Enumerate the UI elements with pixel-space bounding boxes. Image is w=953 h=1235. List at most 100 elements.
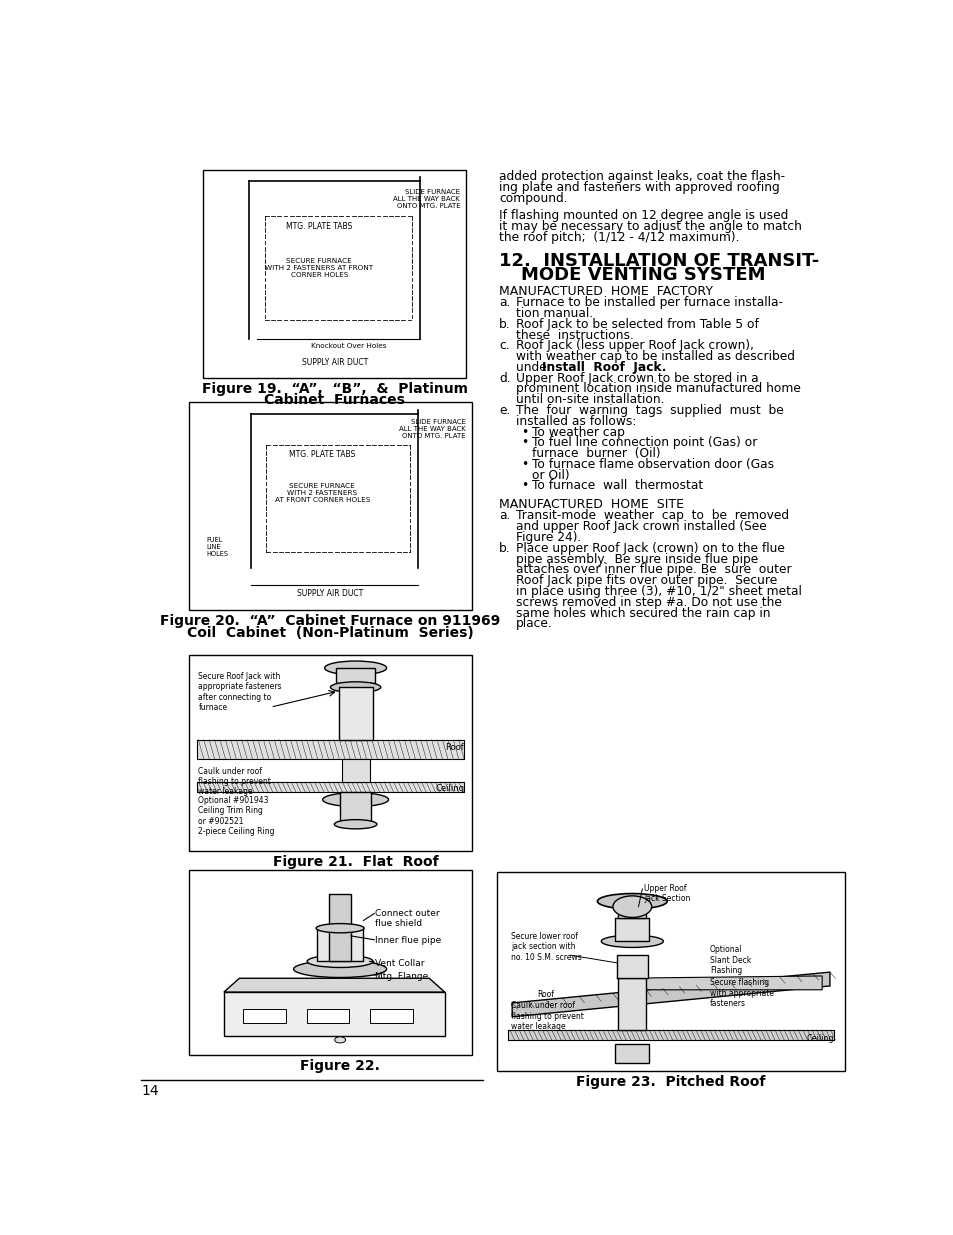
Text: furnace  burner  (Oil): furnace burner (Oil) <box>531 447 659 461</box>
Text: a.: a. <box>498 510 510 522</box>
Text: SLIDE FURNACE
ALL THE WAY BACK
ONTO MTG. PLATE: SLIDE FURNACE ALL THE WAY BACK ONTO MTG.… <box>398 419 465 440</box>
Text: FUEL
LINE
HOLES: FUEL LINE HOLES <box>206 537 228 557</box>
Text: Ceiling: Ceiling <box>805 1034 833 1042</box>
Text: b.: b. <box>498 542 510 555</box>
Ellipse shape <box>612 895 651 918</box>
Text: with weather cap to be installed as described: with weather cap to be installed as desc… <box>516 350 794 363</box>
Text: b.: b. <box>498 317 510 331</box>
Text: Figure 24).: Figure 24). <box>516 531 580 545</box>
Text: it may be necessary to adjust the angle to match: it may be necessary to adjust the angle … <box>498 220 801 233</box>
Text: Vent Collar: Vent Collar <box>375 960 424 968</box>
Ellipse shape <box>322 793 388 806</box>
Text: To furnace flame observation door (Gas: To furnace flame observation door (Gas <box>531 458 773 471</box>
Text: screws removed in step #a. Do not use the: screws removed in step #a. Do not use th… <box>516 595 781 609</box>
Text: Figure 23.  Pitched Roof: Figure 23. Pitched Roof <box>576 1074 765 1088</box>
Text: Install  Roof  Jack.: Install Roof Jack. <box>542 361 666 374</box>
Text: Cabinet  Furnaces: Cabinet Furnaces <box>264 393 405 408</box>
Text: Upper Roof
Jack Section: Upper Roof Jack Section <box>643 883 690 903</box>
Text: Upper Roof Jack crown to be stored in a: Upper Roof Jack crown to be stored in a <box>516 372 758 384</box>
Text: Inner flue pipe: Inner flue pipe <box>375 936 441 945</box>
Text: under: under <box>516 361 556 374</box>
Text: c.: c. <box>498 340 509 352</box>
Text: Figure 22.: Figure 22. <box>300 1060 379 1073</box>
Text: attaches over inner flue pipe. Be  sure  outer: attaches over inner flue pipe. Be sure o… <box>516 563 791 577</box>
Text: MANUFACTURED  HOME  FACTORY: MANUFACTURED HOME FACTORY <box>498 284 712 298</box>
Text: Roof Jack to be selected from Table 5 of: Roof Jack to be selected from Table 5 of <box>516 317 759 331</box>
Text: SUPPLY AIR DUCT: SUPPLY AIR DUCT <box>296 589 363 598</box>
Text: place.: place. <box>516 618 552 630</box>
Bar <box>203 169 466 378</box>
Text: Caulk under roof
flashing to prevent
water leakage: Caulk under roof flashing to prevent wat… <box>510 1002 583 1031</box>
Polygon shape <box>617 976 821 989</box>
Text: Connect outer
flue shield: Connect outer flue shield <box>375 909 439 929</box>
Text: Roof Jack pipe fits over outer pipe.  Secure: Roof Jack pipe fits over outer pipe. Sec… <box>516 574 777 587</box>
Bar <box>615 1044 649 1063</box>
Text: The  four  warning  tags  supplied  must  be: The four warning tags supplied must be <box>516 404 783 417</box>
Text: or Oil): or Oil) <box>531 468 569 482</box>
Bar <box>189 403 472 610</box>
Text: Secure Roof Jack with
appropriate fasteners
after connecting to
furnace: Secure Roof Jack with appropriate fasten… <box>198 672 281 713</box>
Text: Furnace to be installed per furnace installa-: Furnace to be installed per furnace inst… <box>516 296 782 309</box>
Text: •: • <box>520 479 527 493</box>
Text: and upper Roof Jack crown installed (See: and upper Roof Jack crown installed (See <box>516 520 766 534</box>
Ellipse shape <box>600 935 662 947</box>
Bar <box>243 1009 286 1023</box>
Text: Transit-mode  weather  cap  to  be  removed: Transit-mode weather cap to be removed <box>516 510 788 522</box>
Bar <box>189 871 472 1055</box>
Text: ing plate and fasteners with approved roofing: ing plate and fasteners with approved ro… <box>498 180 779 194</box>
Text: prominent location inside manufactured home: prominent location inside manufactured h… <box>516 383 801 395</box>
Ellipse shape <box>335 1036 345 1042</box>
Text: compound.: compound. <box>498 191 567 205</box>
Text: •: • <box>520 426 527 438</box>
Text: To weather cap: To weather cap <box>531 426 624 438</box>
Text: d.: d. <box>498 372 510 384</box>
Ellipse shape <box>597 894 666 909</box>
Text: until on-site installation.: until on-site installation. <box>516 393 664 406</box>
Text: 14: 14 <box>141 1084 158 1098</box>
Text: same holes which secured the rain cap in: same holes which secured the rain cap in <box>516 606 770 620</box>
Text: Place upper Roof Jack (crown) on to the flue: Place upper Roof Jack (crown) on to the … <box>516 542 784 555</box>
Text: Optional
Slant Deck
Flashing: Optional Slant Deck Flashing <box>709 945 750 974</box>
Text: Figure 21.  Flat  Roof: Figure 21. Flat Roof <box>273 855 438 869</box>
Bar <box>370 1009 413 1023</box>
Text: MANUFACTURED  HOME  SITE: MANUFACTURED HOME SITE <box>498 498 683 511</box>
Text: •: • <box>520 436 527 450</box>
Text: Secure lower roof
jack section with
no. 10 S.M. screws: Secure lower roof jack section with no. … <box>510 932 580 962</box>
Text: Roof Jack (less upper Roof Jack crown),: Roof Jack (less upper Roof Jack crown), <box>516 340 753 352</box>
Bar <box>497 872 844 1071</box>
Text: added protection against leaks, coat the flash-: added protection against leaks, coat the… <box>498 169 784 183</box>
Text: these  instructions.: these instructions. <box>516 329 633 342</box>
Text: a.: a. <box>498 296 510 309</box>
Text: tion manual.: tion manual. <box>516 308 593 320</box>
Ellipse shape <box>324 661 386 674</box>
Polygon shape <box>512 972 829 1016</box>
Ellipse shape <box>334 820 376 829</box>
Text: MTG. PLATE TABS: MTG. PLATE TABS <box>289 450 355 459</box>
Text: Ceiling: Ceiling <box>435 784 464 793</box>
Text: Coil  Cabinet  (Non-Platinum  Series): Coil Cabinet (Non-Platinum Series) <box>187 626 473 640</box>
Ellipse shape <box>307 955 373 967</box>
Text: SLIDE FURNACE
ALL THE WAY BACK
ONTO MTG. PLATE: SLIDE FURNACE ALL THE WAY BACK ONTO MTG.… <box>393 189 459 209</box>
Text: Secure flashing
with appropriate
fasteners: Secure flashing with appropriate fastene… <box>709 978 773 1008</box>
Text: pipe assembly.  Be sure inside flue pipe: pipe assembly. Be sure inside flue pipe <box>516 552 758 566</box>
Text: Roof: Roof <box>445 743 464 752</box>
Bar <box>189 655 472 851</box>
Text: SECURE FURNACE
WITH 2 FASTENERS AT FRONT
CORNER HOLES: SECURE FURNACE WITH 2 FASTENERS AT FRONT… <box>265 258 373 278</box>
Text: Caulk under roof
flashing to prevent
water leakage: Caulk under roof flashing to prevent wat… <box>198 767 271 797</box>
Text: Figure 19.  “A”,  “B”,  &  Platinum: Figure 19. “A”, “B”, & Platinum <box>201 382 467 395</box>
Text: MODE VENTING SYSTEM: MODE VENTING SYSTEM <box>520 267 764 284</box>
Text: e.: e. <box>498 404 510 417</box>
Text: If flashing mounted on 12 degree angle is used: If flashing mounted on 12 degree angle i… <box>498 210 787 222</box>
Text: in place using three (3), #10, 1/2" sheet metal: in place using three (3), #10, 1/2" shee… <box>516 585 801 598</box>
Bar <box>307 1009 349 1023</box>
Text: 12.  INSTALLATION OF TRANSIT-: 12. INSTALLATION OF TRANSIT- <box>498 252 819 269</box>
Text: Roof: Roof <box>537 989 554 999</box>
Ellipse shape <box>315 924 364 932</box>
Text: Optional #901943
Ceiling Trim Ring
or #902521
2-piece Ceiling Ring: Optional #901943 Ceiling Trim Ring or #9… <box>198 795 274 836</box>
Text: MTG. PLATE TABS: MTG. PLATE TABS <box>286 222 352 231</box>
Ellipse shape <box>330 682 380 693</box>
Text: Figure 20.  “A”  Cabinet Furnace on 911969: Figure 20. “A” Cabinet Furnace on 911969 <box>160 614 499 629</box>
Text: To fuel line connection point (Gas) or: To fuel line connection point (Gas) or <box>531 436 756 450</box>
Ellipse shape <box>294 961 386 977</box>
Text: Knockout Over Holes: Knockout Over Holes <box>311 343 387 350</box>
